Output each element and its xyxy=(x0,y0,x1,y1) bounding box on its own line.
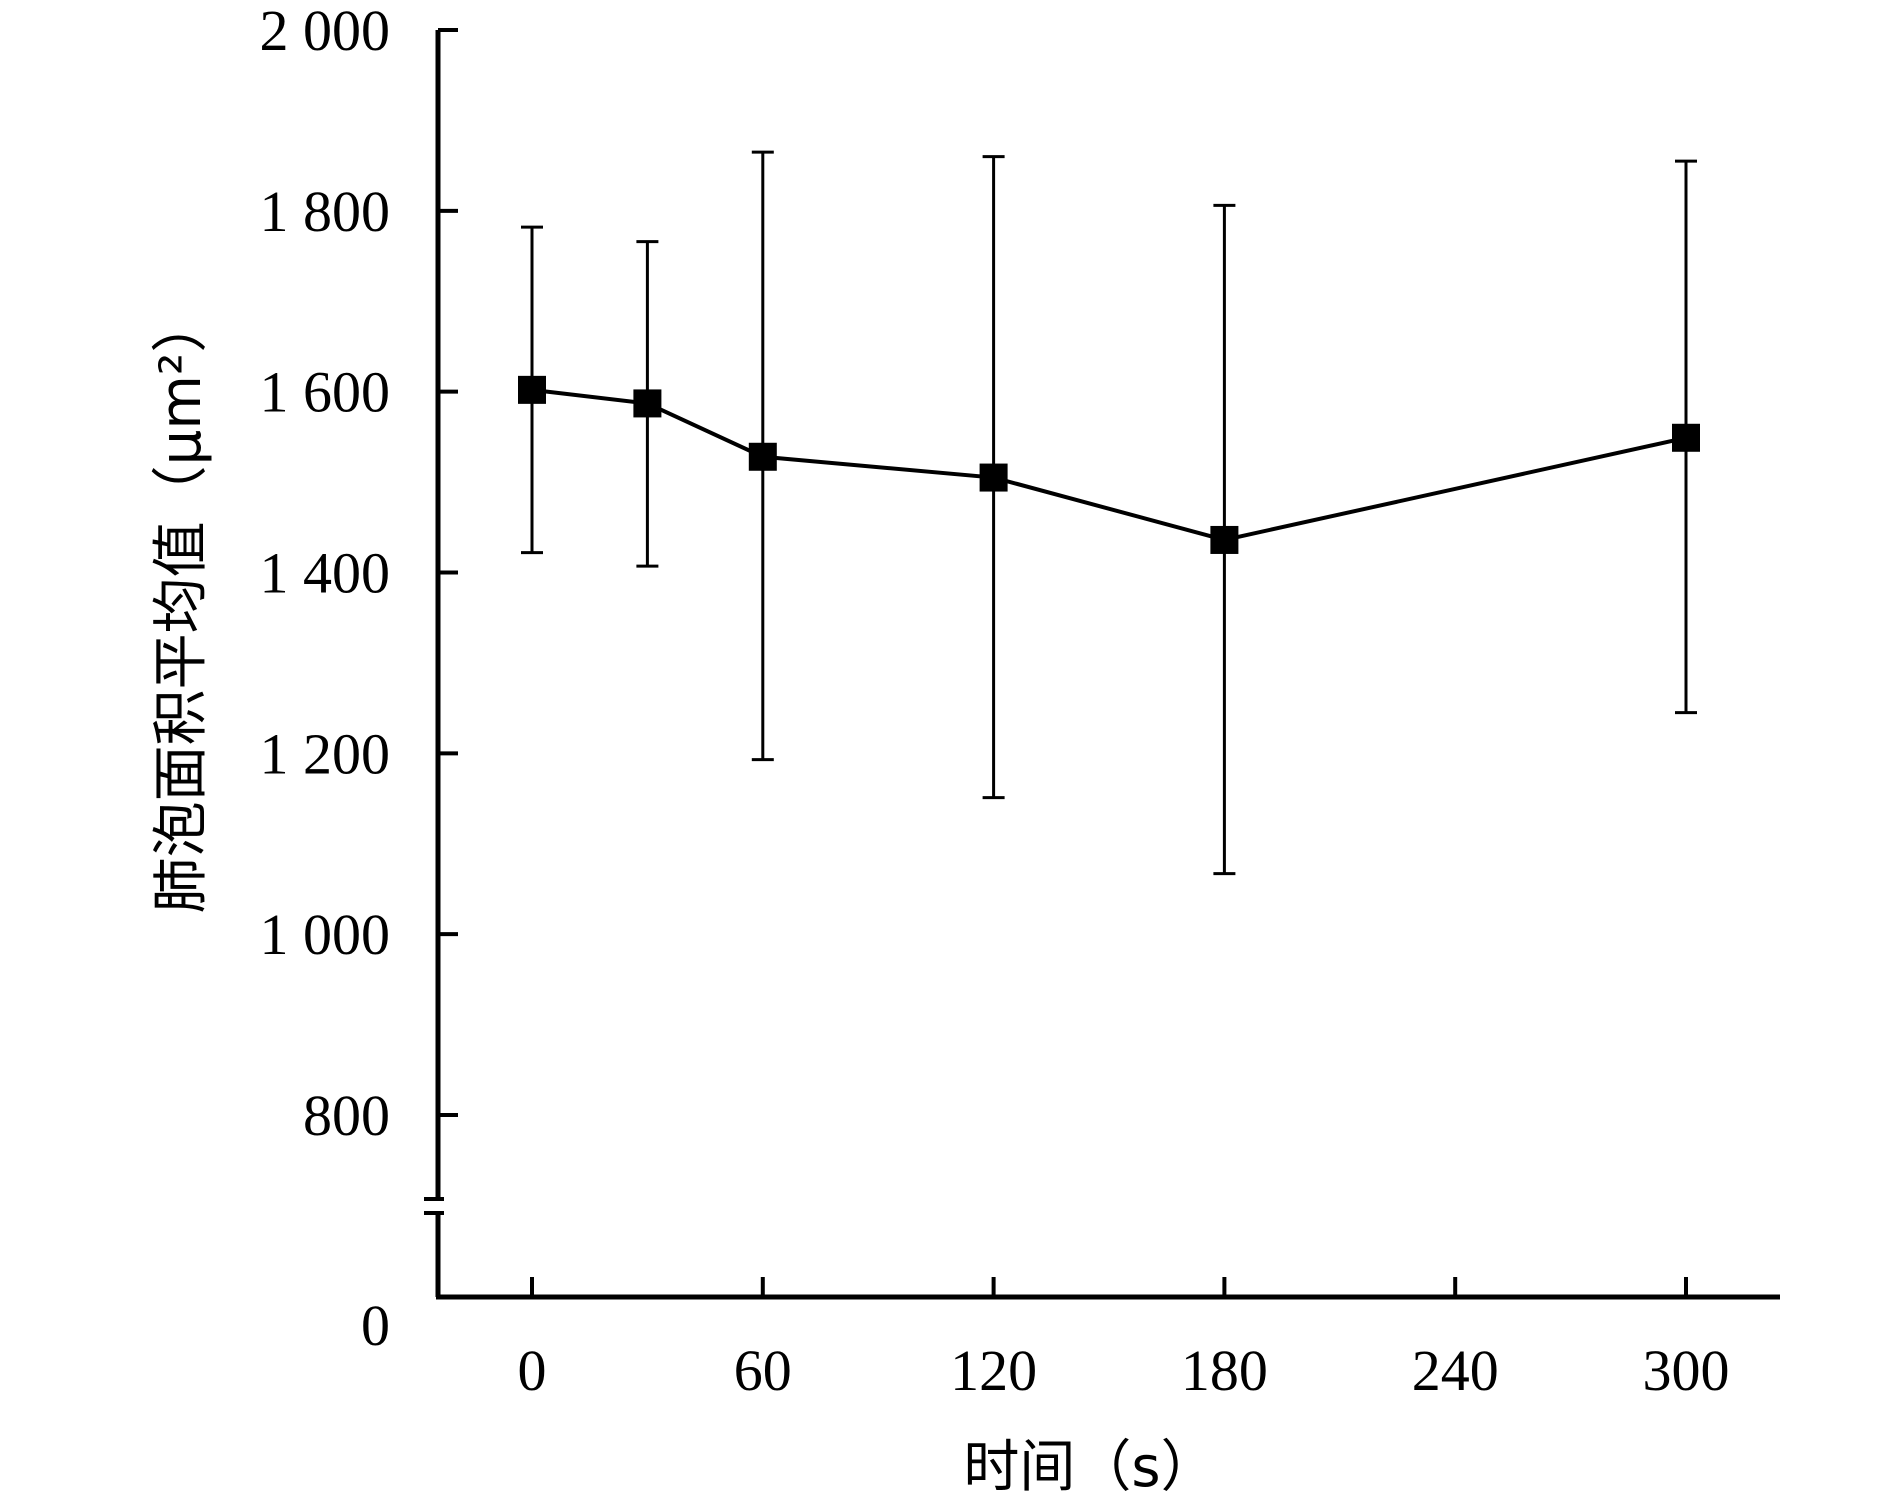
data-point xyxy=(1210,525,1239,554)
data-point xyxy=(518,375,546,404)
error-bars xyxy=(521,150,1697,876)
x-tick-label: 60 xyxy=(734,1338,792,1403)
y-tick-label: 1 200 xyxy=(260,721,391,786)
data-markers xyxy=(518,375,1700,554)
y-tick-label-zero: 0 xyxy=(361,1293,390,1358)
y-tick-label: 2 000 xyxy=(260,0,391,63)
tick-labels: 800 1 000 1 200 1 400 1 600 1 800 2 000 0 0 60 120… xyxy=(260,0,1730,1403)
x-tick-label: 120 xyxy=(950,1338,1037,1403)
y-axis-title: 肺泡面积平均值（μm²） xyxy=(149,297,214,914)
data-point xyxy=(633,389,662,418)
data-line xyxy=(531,387,1687,543)
y-tick-label: 800 xyxy=(303,1083,390,1148)
axes xyxy=(424,28,1780,1300)
x-tick-label: 180 xyxy=(1181,1338,1268,1403)
x-axis-title: 时间（s） xyxy=(963,1435,1216,1500)
data-point xyxy=(1672,423,1700,452)
data-point xyxy=(979,463,1008,492)
x-tick-label: 300 xyxy=(1643,1338,1730,1403)
y-tick-label: 1 600 xyxy=(260,360,391,425)
series-line xyxy=(531,387,1687,543)
x-tick-label: 240 xyxy=(1412,1338,1499,1403)
x-tick-label: 0 xyxy=(518,1338,547,1403)
y-tick-label: 1 800 xyxy=(260,179,391,244)
data-point xyxy=(748,442,777,471)
y-tick-label: 1 000 xyxy=(260,902,391,967)
y-tick-label: 1 400 xyxy=(260,541,391,606)
